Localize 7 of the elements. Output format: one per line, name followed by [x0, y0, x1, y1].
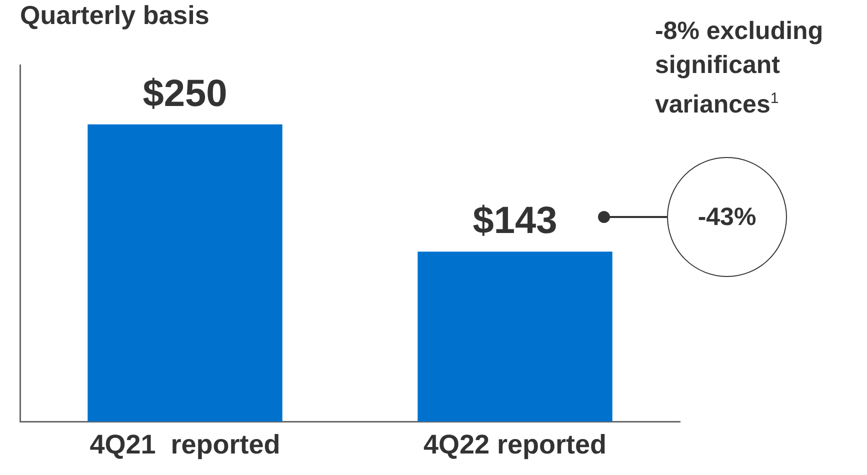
data-label: $143 — [472, 200, 558, 242]
annotation: -8% excluding significant variances$^{1}$ — [655, 16, 824, 120]
data-label: $250 — [142, 72, 228, 115]
chart-title: Quarterly basis — [20, 0, 210, 31]
text: -43% — [696, 202, 758, 232]
x-tick-label: 4Q22 reported — [423, 429, 607, 460]
x-tick-label: 4Q21 reported — [90, 429, 280, 460]
